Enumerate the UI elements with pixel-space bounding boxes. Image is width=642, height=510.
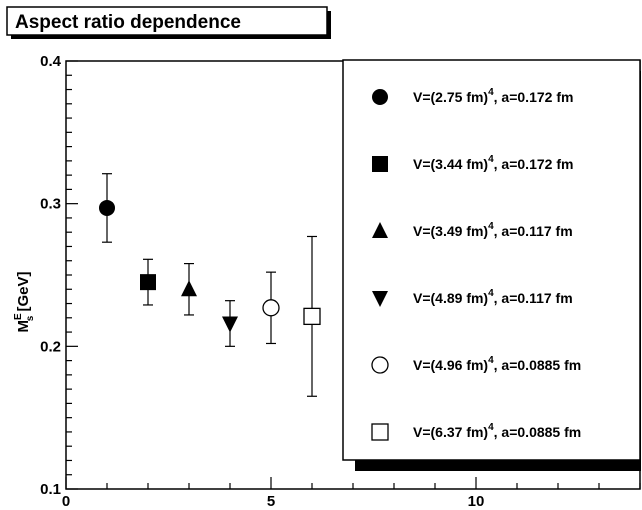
y-tick-label: 0.2 <box>40 338 61 355</box>
legend-label: V=(4.89 fm)4, a=0.117 fm <box>413 288 573 306</box>
legend-label: V=(2.75 fm)4, a=0.172 fm <box>413 87 573 105</box>
data-points <box>99 173 321 397</box>
y-axis-label-sub: s <box>25 315 36 321</box>
data-point <box>222 316 238 333</box>
x-axis: 0 5 10 <box>62 477 641 510</box>
data-point <box>181 280 197 297</box>
legend: V=(2.75 fm)4, a=0.172 fm V=(3.44 fm)4, a=… <box>342 59 641 471</box>
data-point <box>262 299 280 317</box>
data-point <box>99 199 115 216</box>
chart-title: Aspect ratio dependence <box>15 12 241 33</box>
legend-label: V=(6.37 fm)4, a=0.0885 fm <box>413 422 581 440</box>
legend-marker <box>372 156 388 172</box>
y-tick-label: 0.4 <box>40 53 62 70</box>
x-tick-label: 0 <box>62 493 70 510</box>
y-axis-label-unit: [GeV] <box>15 272 32 316</box>
x-tick-label: 10 <box>468 493 485 510</box>
x-tick-label: 5 <box>267 493 275 510</box>
legend-marker <box>371 423 389 441</box>
legend-label: V=(3.49 fm)4, a=0.117 fm <box>413 221 573 239</box>
legend-label: V=(3.44 fm)4, a=0.172 fm <box>413 154 573 172</box>
svg-text:MEs [GeV]: MEs [GeV] <box>13 272 36 333</box>
legend-label: V=(4.96 fm)4, a=0.0885 fm <box>413 355 581 373</box>
y-tick-label: 0.3 <box>40 196 61 213</box>
data-point <box>140 274 156 291</box>
chart-title-box: Aspect ratio dependence <box>6 6 331 39</box>
legend-marker <box>371 356 389 374</box>
legend-marker <box>372 291 388 307</box>
y-tick-label: 0.1 <box>40 481 61 498</box>
y-axis-label: MEs [GeV] <box>13 272 36 333</box>
legend-marker <box>372 222 388 238</box>
y-axis: 0.1 0.2 0.3 0.4 <box>40 53 78 498</box>
y-axis-label-sup: E <box>13 313 24 320</box>
legend-marker <box>372 89 388 105</box>
y-axis-label-base: M <box>15 320 32 333</box>
data-point <box>303 307 321 326</box>
